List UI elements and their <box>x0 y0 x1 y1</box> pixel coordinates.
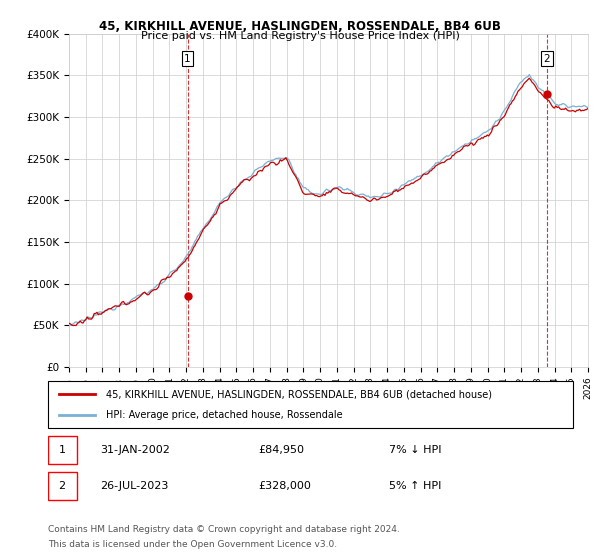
Text: 45, KIRKHILL AVENUE, HASLINGDEN, ROSSENDALE, BB4 6UB: 45, KIRKHILL AVENUE, HASLINGDEN, ROSSEND… <box>99 20 501 32</box>
FancyBboxPatch shape <box>48 381 573 428</box>
Text: 1: 1 <box>184 54 191 64</box>
Text: £84,950: £84,950 <box>258 445 304 455</box>
Text: 26-JUL-2023: 26-JUL-2023 <box>101 482 169 491</box>
Text: 2: 2 <box>59 482 66 491</box>
Text: 5% ↑ HPI: 5% ↑ HPI <box>389 482 442 491</box>
FancyBboxPatch shape <box>48 472 77 501</box>
Text: 1: 1 <box>59 445 65 455</box>
Text: Price paid vs. HM Land Registry's House Price Index (HPI): Price paid vs. HM Land Registry's House … <box>140 31 460 41</box>
FancyBboxPatch shape <box>48 436 77 464</box>
Text: 31-JAN-2002: 31-JAN-2002 <box>101 445 170 455</box>
Text: 2: 2 <box>544 54 550 64</box>
Text: This data is licensed under the Open Government Licence v3.0.: This data is licensed under the Open Gov… <box>48 540 337 549</box>
Text: HPI: Average price, detached house, Rossendale: HPI: Average price, detached house, Ross… <box>106 410 343 420</box>
Text: £328,000: £328,000 <box>258 482 311 491</box>
Text: Contains HM Land Registry data © Crown copyright and database right 2024.: Contains HM Land Registry data © Crown c… <box>48 525 400 534</box>
Text: 7% ↓ HPI: 7% ↓ HPI <box>389 445 442 455</box>
Text: 45, KIRKHILL AVENUE, HASLINGDEN, ROSSENDALE, BB4 6UB (detached house): 45, KIRKHILL AVENUE, HASLINGDEN, ROSSEND… <box>106 389 492 399</box>
